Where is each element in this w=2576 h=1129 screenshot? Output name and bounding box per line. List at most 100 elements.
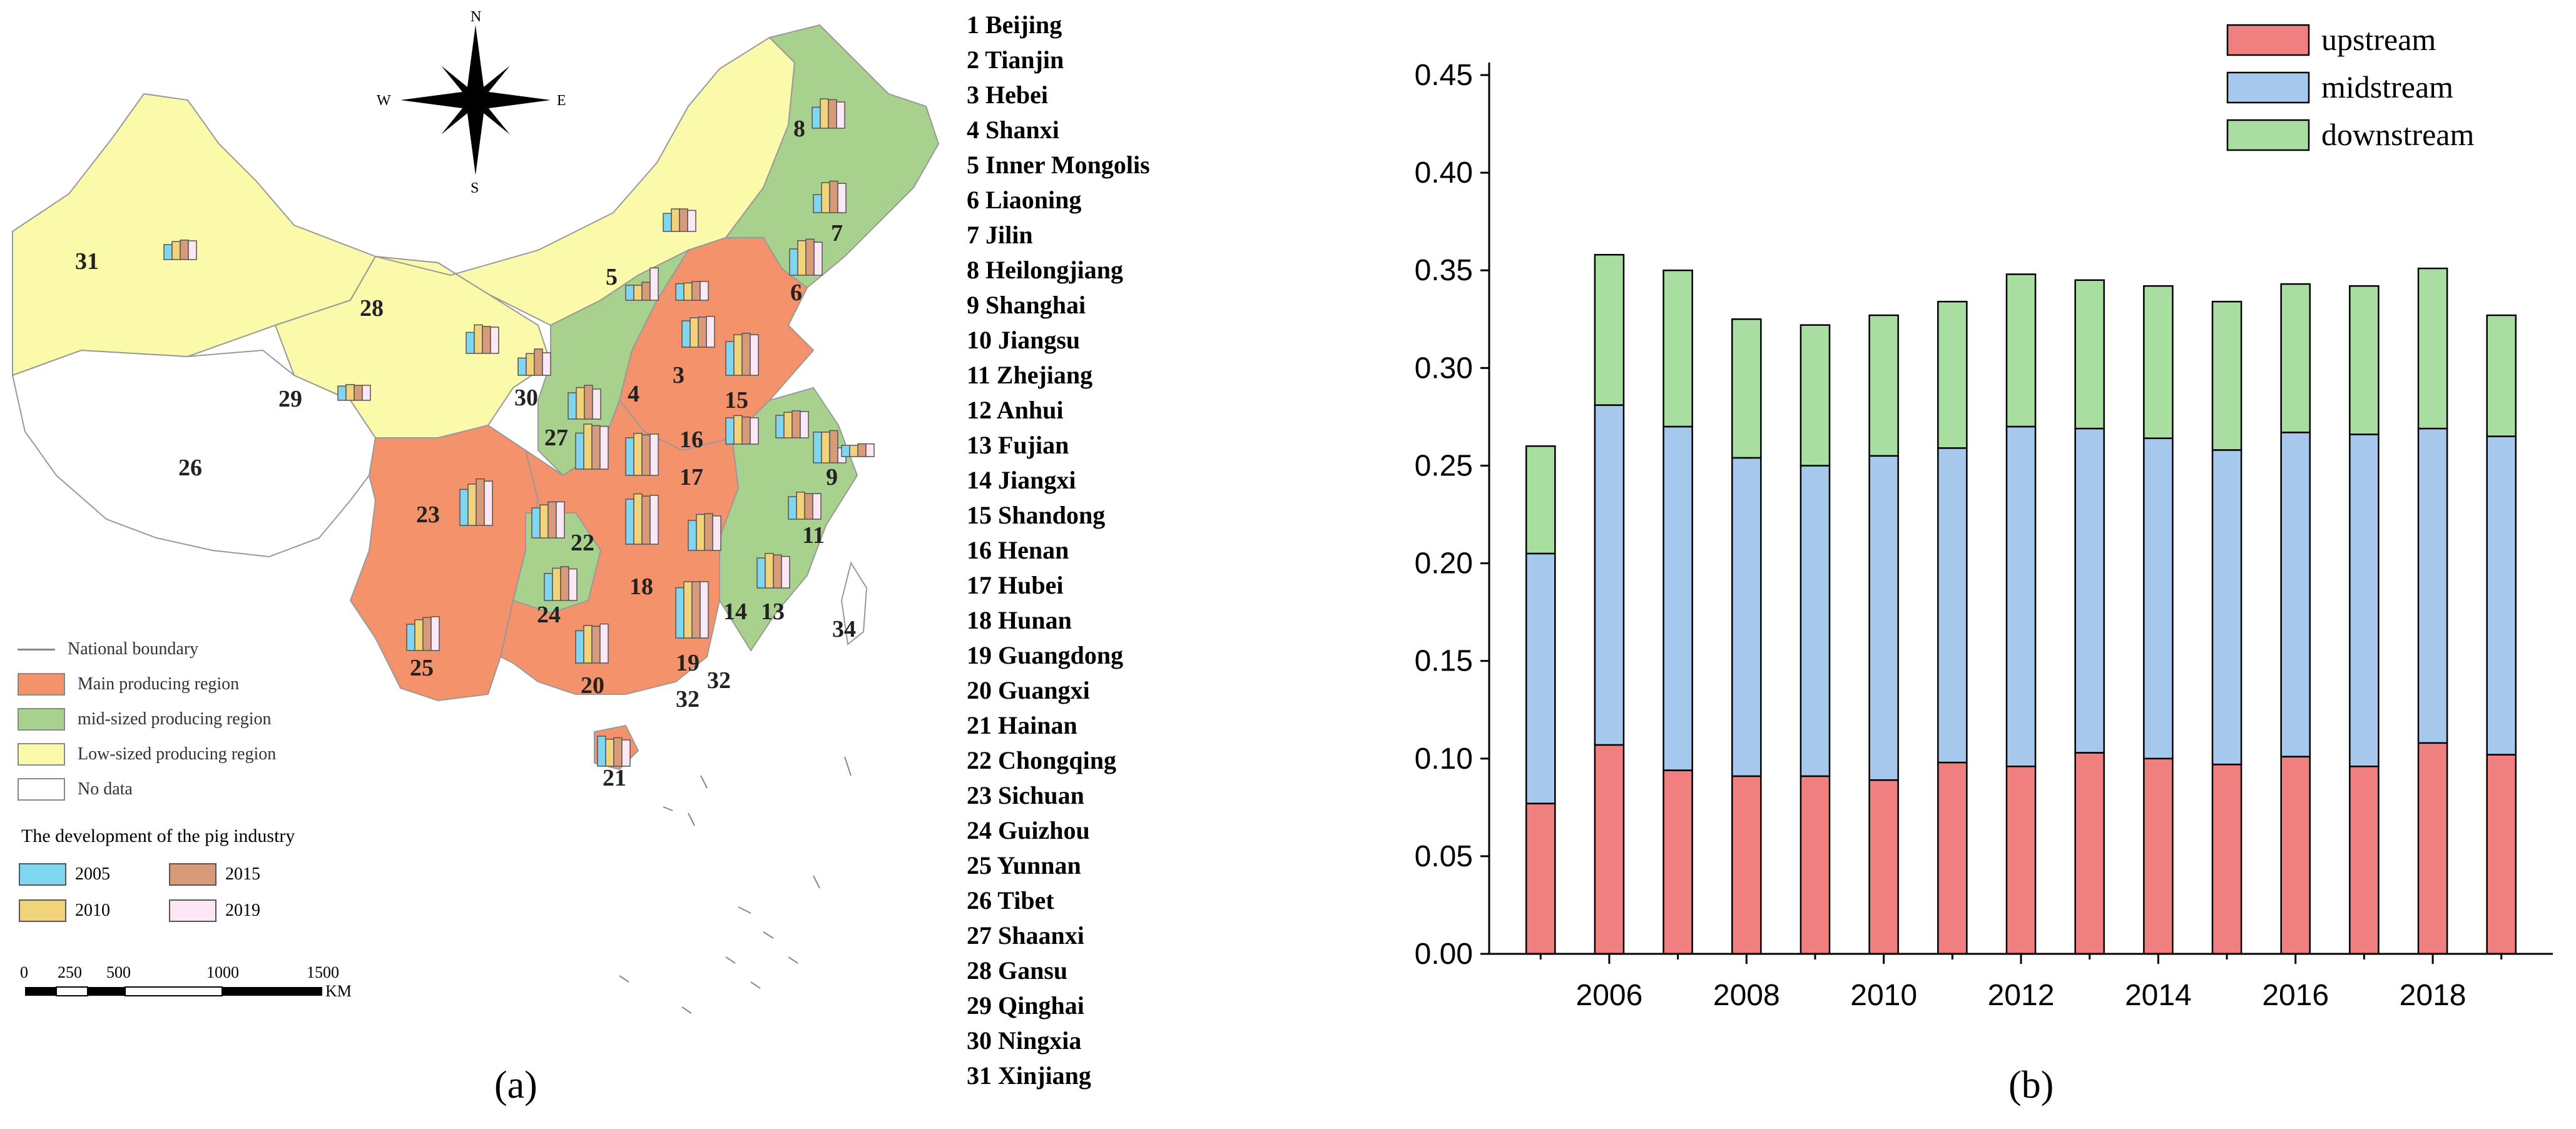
legend-mid-label: mid-sized producing region (78, 709, 272, 729)
province-list-item: 28 Gansu (967, 956, 1068, 985)
map-mini-bar (691, 581, 701, 639)
map-mini-bar (633, 433, 643, 476)
region-northeast (725, 24, 940, 289)
panel-b-chart: 0.00 0.05 0.10 0.15 0.20 0.25 0.30 0.35 0.40 0.45… (1276, 0, 2576, 1126)
map-mini-bar (544, 573, 553, 601)
bar-midstream-2011 (1937, 447, 1968, 764)
scale-bar (25, 986, 322, 996)
map-mini-bar (641, 495, 651, 545)
province-list-item: 27 Shaanxi (967, 921, 1084, 949)
map-num-27: 27 (544, 425, 568, 451)
map-mini-bar (621, 739, 631, 767)
map-mini-bar (542, 352, 551, 376)
scale-label-unit: KM (325, 982, 352, 1000)
x-axis-ticks: 2006 2008 2010 2012 2014 2016 2018 (1539, 954, 2503, 1012)
scale-label-250: 250 (58, 963, 82, 981)
bar-upstream-2016 (2280, 756, 2311, 955)
map-mini-bar (625, 499, 634, 545)
compass-rose: N S E W (377, 9, 566, 196)
legend-low-label: Low-sized producing region (78, 744, 277, 764)
map-num-17: 17 (680, 464, 703, 490)
map-num-7: 7 (831, 220, 843, 246)
map-mini-bar (641, 281, 651, 301)
map-num-30: 30 (514, 385, 538, 411)
scale-label-500: 500 (106, 963, 131, 981)
bar-upstream-2011 (1937, 761, 1968, 955)
bar-midstream-2013 (2074, 427, 2105, 754)
mid-region-swatch (18, 708, 65, 731)
dev-2015-label: 2015 (225, 864, 260, 884)
map-mini-bar (773, 554, 782, 589)
scale-label-1500: 1500 (307, 963, 339, 981)
bar-midstream-2016 (2280, 432, 2311, 757)
bar-downstream-2017 (2349, 285, 2380, 435)
map-mini-bar (681, 320, 691, 348)
y-tick-label: 0.05 (1415, 840, 1473, 873)
map-num-6: 6 (790, 280, 802, 306)
y-tick-label: 0.35 (1415, 254, 1473, 287)
bar-midstream-2014 (2143, 437, 2174, 760)
province-list-item: 24 Guizhou (967, 816, 1090, 844)
map-mini-bar (837, 183, 847, 213)
map-mini-bar (649, 495, 659, 545)
bar-upstream-2013 (2074, 752, 2105, 955)
map-mini-bar (706, 316, 715, 348)
map-mini-bar (547, 501, 557, 539)
bar-midstream-2012 (2005, 425, 2037, 767)
map-mini-bar (696, 514, 705, 551)
map-mini-bar (649, 267, 659, 301)
map-mini-bar (430, 616, 440, 651)
map-mini-bar (583, 423, 593, 470)
bar-downstream-2011 (1937, 300, 1968, 449)
bar-downstream-2009 (1800, 324, 1831, 467)
province-list-item: 21 Hainan (967, 711, 1077, 739)
map-mini-bar (741, 417, 751, 445)
map-num-32b: 32 (676, 686, 700, 712)
dev-2015-swatch (169, 863, 216, 886)
map-mini-bar (683, 581, 693, 639)
map-mini-bar (704, 513, 713, 551)
low-region-swatch (18, 743, 65, 766)
map-mini-bar (467, 483, 477, 526)
map-mini-bar (765, 553, 774, 589)
bar-upstream-2010 (1868, 779, 1899, 955)
province-list-item: 30 Ningxia (967, 1026, 1082, 1055)
map-region-numbers: 31 28 29 26 5 8 7 6 3 4 15 30 27 16 17 9… (75, 116, 856, 791)
bar-downstream-2006 (1594, 253, 1625, 406)
map-mini-bar (829, 180, 838, 213)
bar-midstream-2017 (2349, 433, 2380, 767)
map-mini-bar (756, 557, 766, 589)
panel-a-caption: (a) (494, 1064, 537, 1106)
map-mini-bar (733, 334, 743, 376)
dev-2010: 2010 (19, 899, 110, 922)
map-mini-bar (679, 208, 688, 232)
map-mini-bar (836, 101, 845, 129)
map-mini-bar (813, 194, 822, 213)
map-mini-bar (482, 326, 491, 354)
map-num-23: 23 (416, 502, 440, 528)
map-num-8: 8 (793, 116, 805, 142)
south-sea-islands (619, 756, 852, 1014)
dev-2005: 2005 (19, 863, 110, 886)
legend-swatch-downstream (2226, 119, 2310, 151)
legend-label-upstream: upstream (2321, 22, 2436, 57)
compass-e: E (557, 93, 566, 109)
map-mini-bar (804, 493, 813, 520)
bar-upstream-2014 (2143, 757, 2174, 955)
bar-downstream-2014 (2143, 285, 2174, 439)
map-mini-bar (783, 412, 793, 438)
stacked-bar-chart: 0.00 0.05 0.10 0.15 0.20 0.25 0.30 0.35 0.40 0.45… (1415, 22, 2553, 1012)
x-tick-label: 2006 (1576, 979, 1643, 1012)
map-mini-bar (698, 316, 707, 348)
bar-downstream-2012 (2005, 273, 2037, 428)
map-num-31: 31 (75, 248, 99, 275)
map-mini-bar (688, 520, 697, 551)
compass-n: N (471, 9, 481, 25)
province-list-item: 16 Henan (967, 536, 1069, 564)
map-mini-bar (362, 385, 371, 401)
main-region-swatch (18, 673, 65, 696)
map-mini-bar (841, 445, 850, 457)
y-tick-label: 0.45 (1415, 59, 1473, 92)
province-list-item: 20 Guangxi (967, 676, 1090, 704)
bar-upstream-2006 (1594, 744, 1625, 955)
